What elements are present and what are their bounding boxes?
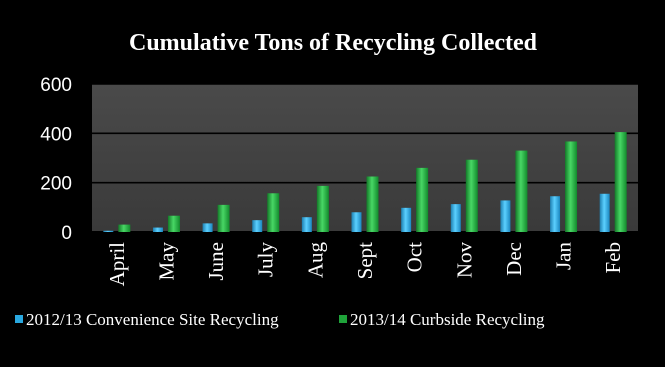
- chart-title: Cumulative Tons of Recycling Collected: [129, 30, 538, 56]
- x-tick-label: June: [204, 242, 228, 281]
- bar-curbside-oct: [416, 167, 429, 232]
- bar-convenience-june: [202, 223, 213, 232]
- bar-curbside-july: [267, 193, 280, 232]
- bar-convenience-oct: [401, 207, 412, 232]
- y-tick-label: 0: [61, 223, 72, 244]
- plot-area: 0 200 400 600 April May June July Aug Sept Oct Nov D…: [40, 75, 638, 286]
- y-tick-label: 200: [40, 174, 72, 195]
- bar-curbside-aug: [316, 185, 329, 232]
- x-tick-label: Aug: [303, 242, 327, 279]
- plot-background: [92, 84, 638, 232]
- x-tick-label: Feb: [601, 242, 625, 274]
- bar-curbside-dec: [515, 150, 528, 232]
- x-tick-label: Oct: [403, 242, 427, 272]
- legend-label: 2013/14 Curbside Recycling: [350, 310, 545, 329]
- x-tick-label: Nov: [452, 242, 476, 279]
- bar-curbside-feb: [614, 132, 627, 232]
- legend-swatch: [339, 315, 347, 323]
- bar-convenience-july: [252, 220, 263, 232]
- bar-convenience-sept: [351, 212, 362, 232]
- legend-label: 2012/13 Convenience Site Recycling: [26, 310, 279, 329]
- bar-convenience-jan: [550, 196, 561, 232]
- bar-convenience-may: [152, 227, 163, 232]
- bar-convenience-april: [103, 230, 114, 232]
- x-tick-label: May: [154, 242, 178, 281]
- bar-convenience-nov: [450, 204, 461, 232]
- bar-convenience-feb: [599, 193, 610, 232]
- bar-curbside-jan: [565, 141, 578, 232]
- bar-curbside-june: [217, 204, 230, 232]
- bar-curbside-nov: [465, 159, 478, 232]
- x-tick-label: April: [105, 242, 129, 286]
- bar-curbside-may: [167, 215, 180, 232]
- x-tick-label: July: [254, 242, 278, 278]
- bar-curbside-april: [118, 224, 131, 232]
- y-tick-label: 600: [40, 75, 72, 96]
- x-tick-label: Dec: [502, 242, 526, 276]
- legend-swatch: [15, 315, 23, 323]
- bar-convenience-aug: [301, 217, 312, 232]
- x-tick-label: Sept: [353, 242, 377, 280]
- x-tick-label: Jan: [552, 242, 576, 270]
- y-tick-label: 400: [40, 124, 72, 145]
- bar-convenience-dec: [500, 200, 511, 232]
- legend: 2012/13 Convenience Site Recycling 2013/1…: [15, 310, 545, 329]
- bar-curbside-sept: [366, 176, 379, 232]
